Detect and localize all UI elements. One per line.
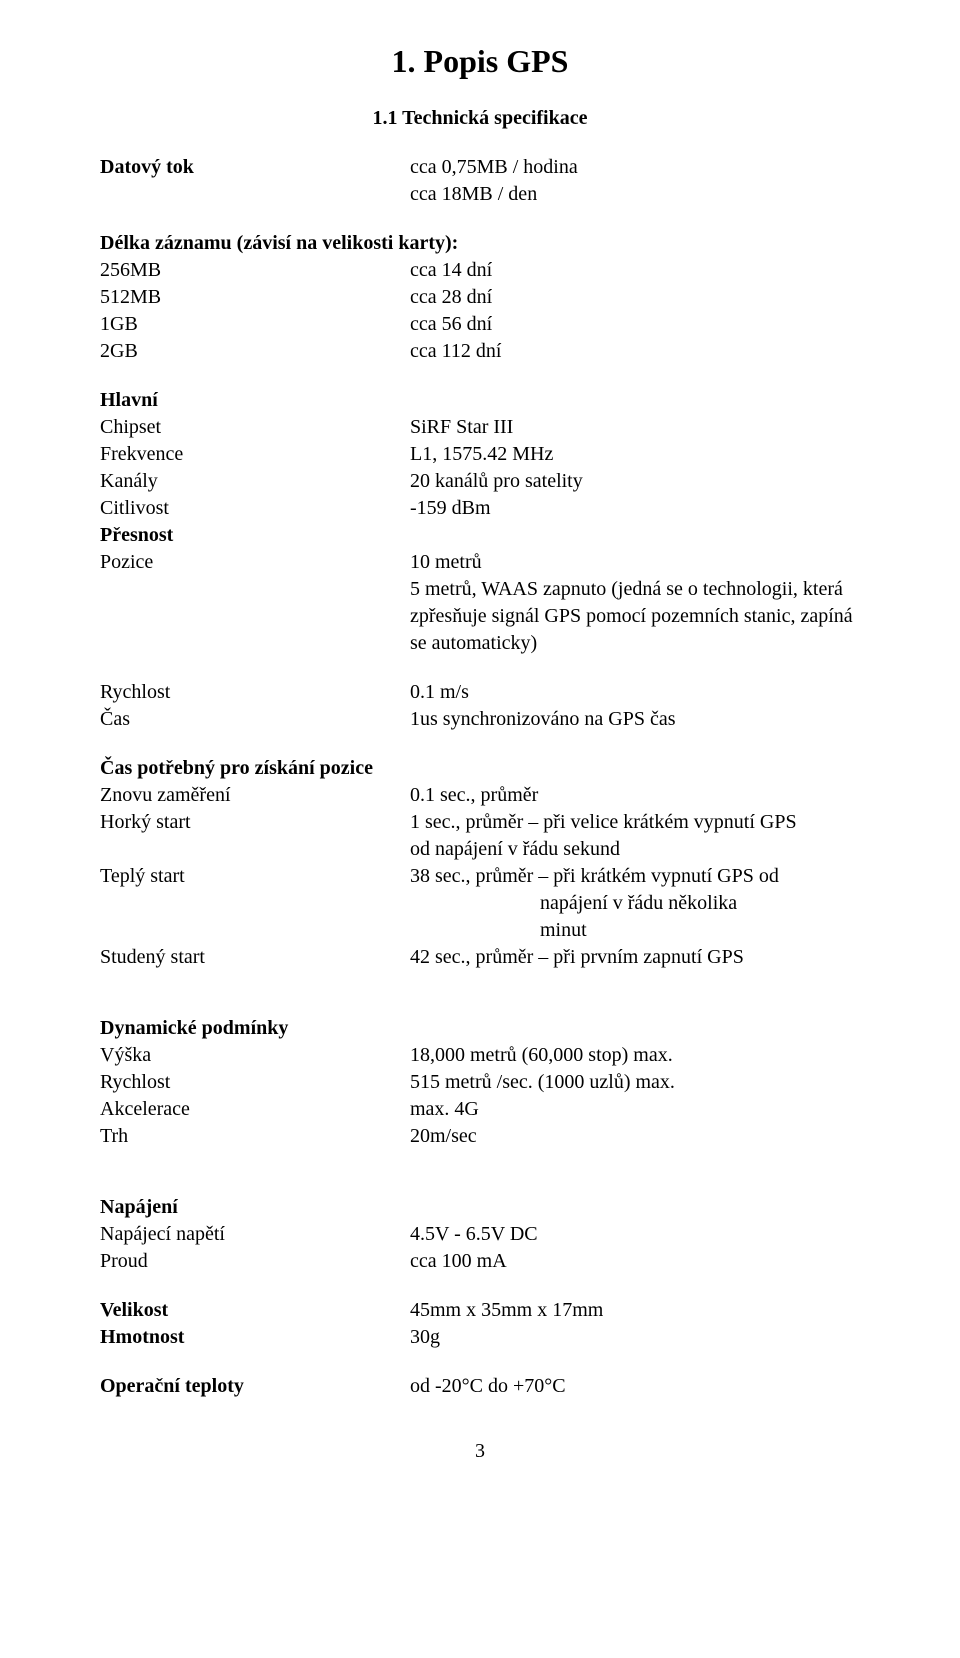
accuracy-pos-label: Pozice — [100, 549, 410, 576]
record-row-value: cca 28 dní — [410, 284, 860, 311]
fix-warm-value-2: napájení v řádu několika — [540, 890, 860, 917]
record-row-label: 1GB — [100, 311, 410, 338]
main-row-label: Citlivost — [100, 495, 410, 522]
dynamic-row-value: max. 4G — [410, 1096, 860, 1123]
record-length-header: Délka záznamu (závisí na velikosti karty… — [100, 230, 860, 257]
record-row-value: cca 56 dní — [410, 311, 860, 338]
data-flow-label: Datový tok — [100, 154, 410, 181]
page-number: 3 — [100, 1438, 860, 1465]
accuracy-pos-value-2: 5 metrů, WAAS zapnuto (jedná se o techno… — [410, 576, 860, 657]
data-flow-value-2: cca 18MB / den — [410, 181, 860, 208]
main-row-value: SiRF Star III — [410, 414, 860, 441]
power-row-value: 4.5V - 6.5V DC — [410, 1221, 860, 1248]
main-row-label: Kanály — [100, 468, 410, 495]
dynamic-row-value: 515 metrů /sec. (1000 uzlů) max. — [410, 1069, 860, 1096]
fix-hot-value-1: 1 sec., průměr – při velice krátkém vypn… — [410, 809, 860, 836]
section-subtitle: 1.1 Technická specifikace — [100, 105, 860, 132]
dynamic-row-label: Rychlost — [100, 1069, 410, 1096]
main-row-value: -159 dBm — [410, 495, 860, 522]
power-header: Napájení — [100, 1194, 860, 1221]
dynamic-row-label: Výška — [100, 1042, 410, 1069]
fix-warm-label: Teplý start — [100, 863, 410, 890]
fix-cold-value: 42 sec., průměr – při prvním zapnutí GPS — [410, 944, 860, 971]
fix-cold-label: Studený start — [100, 944, 410, 971]
dynamic-row-value: 18,000 metrů (60,000 stop) max. — [410, 1042, 860, 1069]
weight-value: 30g — [410, 1324, 860, 1351]
fix-reacq-label: Znovu zaměření — [100, 782, 410, 809]
dynamic-row-label: Akcelerace — [100, 1096, 410, 1123]
fix-hot-label: Horký start — [100, 809, 410, 836]
accuracy-header: Přesnost — [100, 522, 860, 549]
fix-time-header: Čas potřebný pro získání pozice — [100, 755, 860, 782]
record-row-label: 512MB — [100, 284, 410, 311]
accuracy-speed-value: 0.1 m/s — [410, 679, 860, 706]
size-value: 45mm x 35mm x 17mm — [410, 1297, 860, 1324]
accuracy-time-label: Čas — [100, 706, 410, 733]
data-flow-value-1: cca 0,75MB / hodina — [410, 154, 860, 181]
power-row-label: Proud — [100, 1248, 410, 1275]
fix-reacq-value: 0.1 sec., průměr — [410, 782, 860, 809]
weight-label: Hmotnost — [100, 1324, 410, 1351]
accuracy-speed-label: Rychlost — [100, 679, 410, 706]
accuracy-time-value: 1us synchronizováno na GPS čas — [410, 706, 860, 733]
main-header: Hlavní — [100, 387, 860, 414]
accuracy-pos-value-1: 10 metrů — [410, 549, 860, 576]
fix-hot-value-2: od napájení v řádu sekund — [410, 836, 860, 863]
dynamic-header: Dynamické podmínky — [100, 1015, 860, 1042]
record-row-label: 256MB — [100, 257, 410, 284]
main-row-value: L1, 1575.42 MHz — [410, 441, 860, 468]
main-row-label: Frekvence — [100, 441, 410, 468]
size-label: Velikost — [100, 1297, 410, 1324]
temp-value: od -20°C do +70°C — [410, 1373, 860, 1400]
main-row-label: Chipset — [100, 414, 410, 441]
main-row-value: 20 kanálů pro satelity — [410, 468, 860, 495]
power-row-value: cca 100 mA — [410, 1248, 860, 1275]
temp-label: Operační teploty — [100, 1373, 410, 1400]
fix-warm-value-3: minut — [540, 917, 860, 944]
record-row-value: cca 14 dní — [410, 257, 860, 284]
fix-warm-value-1: 38 sec., průměr – při krátkém vypnutí GP… — [410, 863, 860, 890]
record-row-label: 2GB — [100, 338, 410, 365]
dynamic-row-label: Trh — [100, 1123, 410, 1150]
power-row-label: Napájecí napětí — [100, 1221, 410, 1248]
page-title: 1. Popis GPS — [100, 40, 860, 83]
dynamic-row-value: 20m/sec — [410, 1123, 860, 1150]
record-row-value: cca 112 dní — [410, 338, 860, 365]
